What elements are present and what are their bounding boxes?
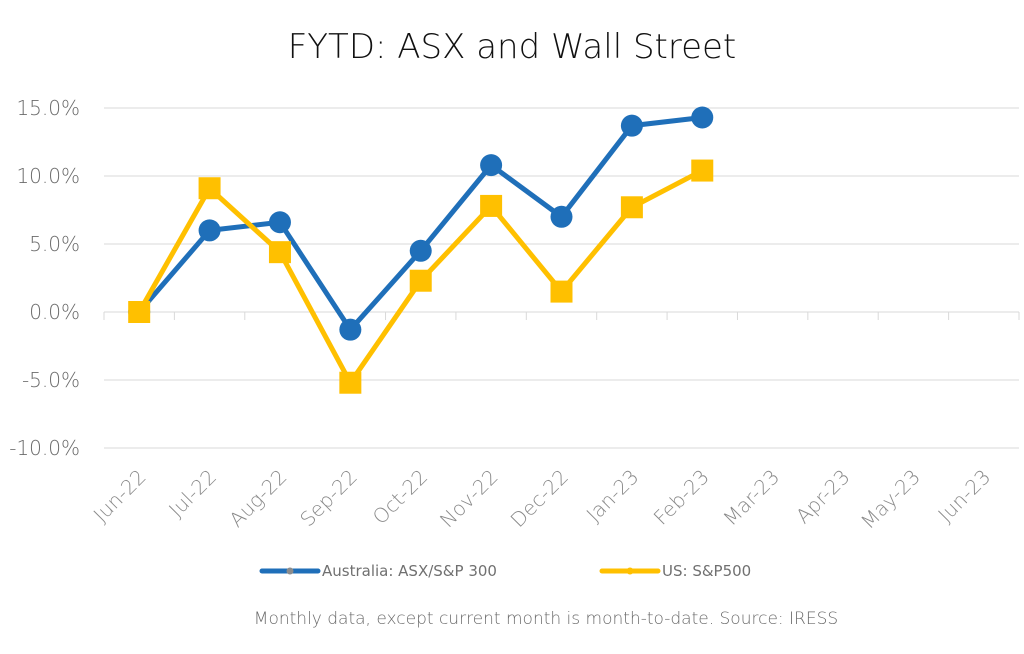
x-axis-tick-labels: Jun-22 Jul-22 Aug-22 Sep-22 Oct-22 Nov-22 Dec-… [89, 465, 996, 534]
y-tick-label: 5.0% [29, 232, 80, 256]
x-tick-label: Feb-23 [649, 465, 714, 530]
y-tick-label: 0.0% [29, 300, 80, 324]
y-tick-label: -10.0% [9, 436, 80, 460]
chart-title: FYTD: ASX and Wall Street [288, 27, 737, 67]
x-tick-label: Apr-23 [791, 465, 855, 529]
data-point [198, 219, 221, 242]
grid-lines [103, 107, 1020, 449]
data-point [198, 177, 221, 200]
data-point [339, 318, 362, 341]
legend-label: US: S&P500 [662, 562, 751, 580]
data-point [620, 114, 643, 137]
data-point [691, 106, 714, 129]
data-point [268, 241, 291, 264]
data-point [550, 280, 573, 303]
x-tick-label: Oct-22 [368, 465, 433, 530]
data-point [480, 154, 503, 177]
series-1 [128, 106, 714, 341]
x-tick-label: Mar-23 [718, 465, 784, 531]
series-lines [128, 106, 714, 394]
x-tick-label: Sep-22 [295, 465, 362, 532]
data-point [620, 196, 643, 219]
data-point [480, 194, 503, 217]
legend: Australia: ASX/S&P 300 US: S&P500 [259, 562, 751, 580]
data-point [409, 239, 432, 262]
y-tick-label: -5.0% [22, 368, 80, 392]
data-point [409, 269, 432, 292]
y-tick-label: 15.0% [16, 96, 80, 120]
data-point [128, 301, 151, 323]
legend-swatch-marker [626, 567, 634, 575]
data-point [339, 371, 362, 394]
y-tick-label: 10.0% [16, 164, 80, 188]
series-2 [128, 159, 714, 394]
y-axis-tick-labels: 15.0% 10.0% 5.0% 0.0% -5.0% -10.0% [9, 96, 80, 460]
x-tick-label: Jun-22 [89, 465, 151, 527]
x-tick-label: Nov-22 [435, 465, 503, 533]
data-point [550, 205, 573, 228]
footnote-source: Monthly data, except current month is mo… [254, 609, 838, 629]
legend-swatch-marker [286, 567, 294, 575]
x-tick-label: Jun-23 [933, 465, 995, 527]
data-point [691, 159, 714, 182]
legend-label: Australia: ASX/S&P 300 [322, 562, 497, 580]
x-tick-label: Dec-22 [506, 465, 573, 532]
x-tick-label: May-23 [856, 465, 925, 534]
x-tick-label: Aug-22 [224, 465, 291, 532]
x-tick-label: Jan-23 [582, 465, 644, 527]
data-point [268, 211, 291, 234]
x-tick-label: Jul-22 [164, 465, 221, 522]
